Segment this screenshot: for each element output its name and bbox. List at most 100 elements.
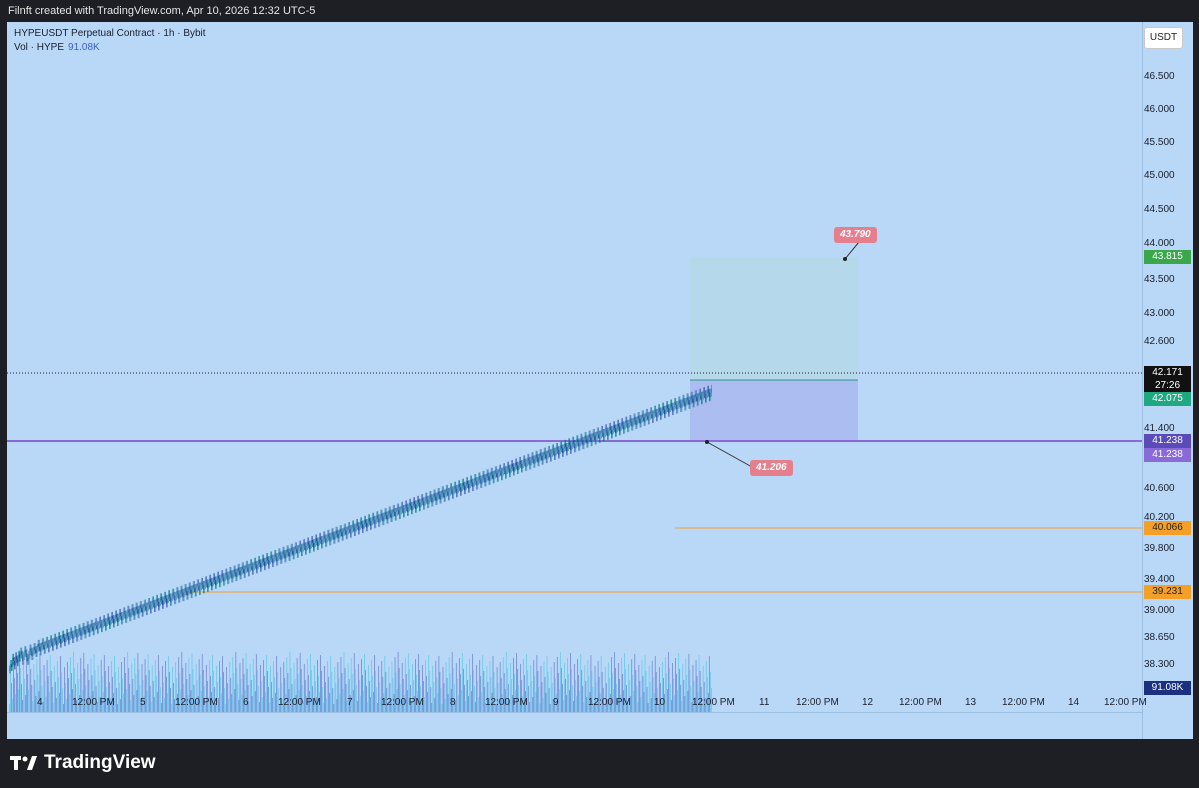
candle-body xyxy=(123,611,124,616)
candle-body xyxy=(610,429,612,435)
tradingview-logo[interactable]: TradingView xyxy=(10,752,156,774)
volume-legend[interactable]: Vol · HYPE 91.08K xyxy=(14,42,100,53)
volume-bar xyxy=(422,665,423,712)
volume-bar xyxy=(448,657,450,712)
candle-body xyxy=(82,626,84,632)
volume-bar xyxy=(643,692,645,712)
volume-bar xyxy=(656,688,658,712)
candle-body xyxy=(291,547,293,551)
candle-body xyxy=(685,401,687,407)
candle-body xyxy=(25,649,27,654)
volume-bar xyxy=(265,692,266,712)
volume-bar xyxy=(205,665,207,712)
candle-body xyxy=(93,626,95,632)
volume-bar xyxy=(590,655,592,712)
volume-bar xyxy=(31,685,33,712)
candle-body xyxy=(333,535,335,540)
stop-callout[interactable]: 41.206 xyxy=(750,460,793,476)
volume-bar xyxy=(385,672,387,712)
candle-body xyxy=(319,536,320,542)
candle-body xyxy=(493,474,495,480)
candle-body xyxy=(690,395,692,401)
candle-body xyxy=(633,417,635,423)
candle-body xyxy=(546,454,548,460)
candle-body xyxy=(296,549,298,554)
volume-bar xyxy=(597,661,599,712)
candle-body xyxy=(693,398,695,404)
volume-bar xyxy=(343,652,345,712)
candle-body xyxy=(317,541,318,547)
currency-button[interactable]: USDT xyxy=(1144,27,1183,49)
candle-body xyxy=(83,626,85,630)
volume-bar xyxy=(649,682,651,712)
candle-body xyxy=(305,546,307,551)
volume-bar xyxy=(530,665,532,712)
candle-body xyxy=(283,550,285,554)
candle-body xyxy=(20,651,21,658)
candle-body xyxy=(32,651,34,657)
candle-body xyxy=(204,580,206,585)
candle-body xyxy=(638,415,640,419)
price-tick: 40.600 xyxy=(1144,483,1175,494)
price-chart[interactable] xyxy=(7,22,1142,712)
volume-bar xyxy=(651,661,653,712)
candle-body xyxy=(586,439,588,444)
candle-body xyxy=(526,462,528,468)
time-axis[interactable] xyxy=(7,712,1142,740)
candle-body xyxy=(85,629,87,635)
volume-bar xyxy=(99,697,101,712)
candle-body xyxy=(700,395,702,401)
candle-body xyxy=(221,574,222,579)
candle-body xyxy=(472,482,473,488)
candle-body xyxy=(31,651,33,657)
volume-bar xyxy=(449,673,451,712)
volume-bar xyxy=(286,657,288,712)
volume-bar xyxy=(529,702,531,712)
volume-bar xyxy=(440,688,442,712)
volume-bar xyxy=(623,690,624,712)
symbol-legend[interactable]: HYPEUSDT Perpetual Contract · 1h · Bybit xyxy=(14,28,206,39)
candle-body xyxy=(670,403,671,409)
volume-bar xyxy=(698,655,700,712)
volume-bar xyxy=(323,703,324,712)
volume-bar xyxy=(160,687,161,712)
volume-bar xyxy=(545,693,547,712)
volume-bar xyxy=(692,665,694,712)
volume-bar xyxy=(574,664,575,712)
volume-bar xyxy=(613,689,614,712)
candle-body xyxy=(282,550,284,556)
volume-bar xyxy=(415,659,416,712)
candle-body xyxy=(534,459,536,464)
candle-body xyxy=(58,636,60,640)
candle-body xyxy=(61,639,62,644)
candle-body xyxy=(702,391,704,396)
candle-body xyxy=(183,592,185,598)
target-callout[interactable]: 43.790 xyxy=(834,227,877,243)
volume-bar xyxy=(118,667,119,712)
volume-bar xyxy=(255,654,257,712)
candle-body xyxy=(138,609,140,615)
candle-body xyxy=(166,598,167,604)
volume-bar xyxy=(179,673,181,712)
candle-body xyxy=(513,467,514,472)
candle-body xyxy=(191,589,193,595)
candle-body xyxy=(266,556,267,562)
volume-bar xyxy=(44,681,46,712)
candle-body xyxy=(228,575,230,581)
volume-bar xyxy=(214,687,215,712)
candle-body xyxy=(654,409,656,413)
volume-bar xyxy=(562,684,563,712)
volume-bar xyxy=(689,670,691,712)
candle-body xyxy=(572,440,573,446)
volume-bar xyxy=(294,679,296,712)
volume-bar xyxy=(82,690,84,712)
candle-body xyxy=(212,581,213,587)
volume-bar xyxy=(117,704,118,712)
candle-body xyxy=(320,536,321,540)
candle-body xyxy=(644,417,646,423)
volume-bar xyxy=(626,685,628,712)
candle-body xyxy=(459,487,461,492)
candle-body xyxy=(306,541,308,547)
candle-body xyxy=(590,437,592,443)
volume-bar xyxy=(308,691,310,712)
